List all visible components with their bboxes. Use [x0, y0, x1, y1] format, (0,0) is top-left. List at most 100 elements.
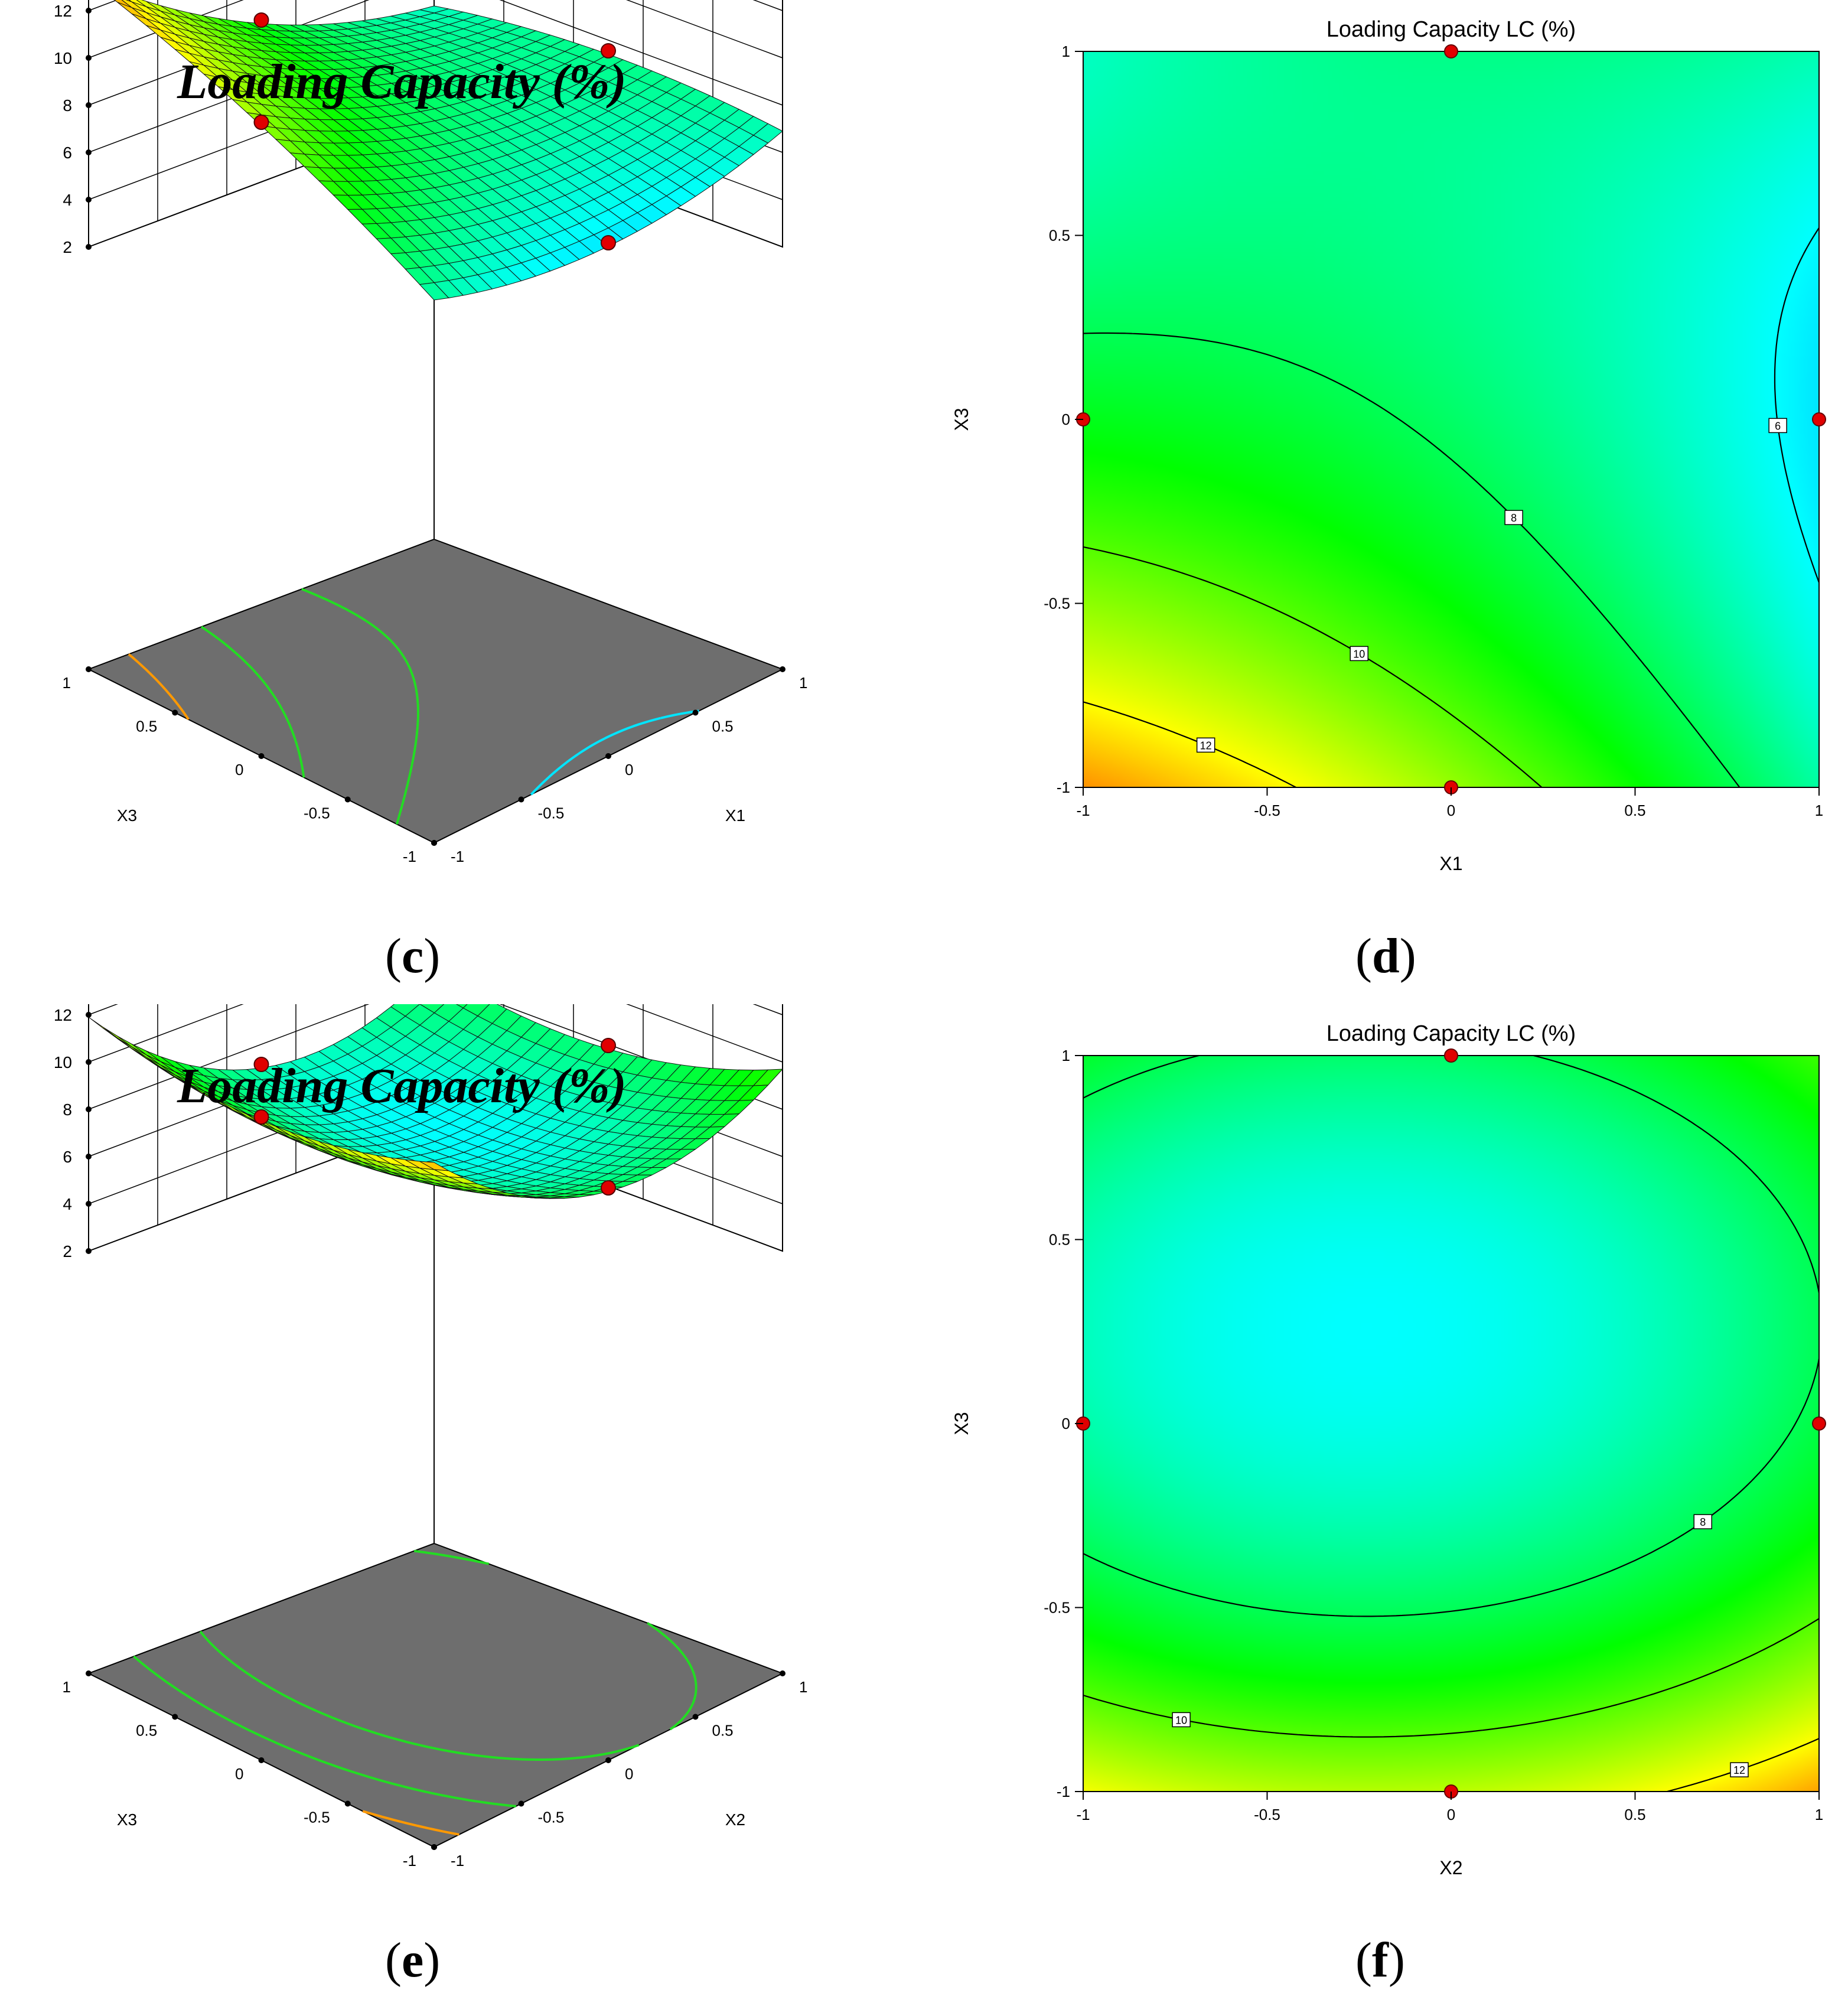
z-tick-dot: [86, 55, 92, 61]
svg-text:12: 12: [1733, 1764, 1745, 1776]
y-tick-label: -1: [1057, 1783, 1070, 1800]
x-tick-label: -1: [1076, 1806, 1090, 1823]
left-tick-label: 0: [235, 761, 243, 779]
x-tick-label: 0: [1447, 802, 1455, 819]
left-axis-title: X3: [117, 1810, 137, 1829]
left-tick-label: -0.5: [304, 1809, 330, 1826]
design-point-0: [601, 1038, 616, 1053]
right-tick-dot: [692, 1714, 699, 1720]
svg-text:10: 10: [1353, 648, 1365, 660]
left-tick-dot: [258, 753, 265, 759]
contour-label-6: 6: [1768, 418, 1787, 434]
left-tick-dot: [86, 666, 92, 672]
z-tick-dot: [86, 1154, 92, 1160]
z-tick-dot: [86, 8, 92, 14]
design-point-3: [253, 1109, 269, 1125]
panel-label-c: (c): [385, 929, 441, 983]
contour-title: Loading Capacity LC (%): [1326, 1021, 1576, 1046]
y-axis-title: X3: [951, 408, 972, 431]
right-tick-label: 0: [625, 1765, 633, 1783]
right-tick-dot: [692, 709, 699, 716]
right-tick-label: 0.5: [712, 1722, 734, 1740]
panel-e: Loading Capacity (%) 1816141210864210.50…: [0, 1004, 886, 2016]
y-tick-label: 0: [1062, 411, 1070, 428]
contour-line-10: [1083, 1618, 1820, 1738]
contour-label-8: 8: [1693, 1514, 1713, 1529]
y-tick-label: 0.5: [1049, 227, 1070, 245]
design-point-2: [1812, 1416, 1826, 1431]
design-point-2: [601, 1180, 616, 1196]
contour-label-8: 8: [1504, 510, 1523, 525]
right-tick-label: -1: [451, 1852, 464, 1870]
panel-f: Loading Capacity LC (%) 8 10 12 -1 -1 -0.5 -0.5…: [921, 1004, 1835, 2016]
left-tick-label: -1: [403, 848, 416, 865]
floor-contour-6: [530, 709, 699, 796]
svg-text:12: 12: [1200, 740, 1212, 751]
right-tick-label: 0.5: [712, 718, 734, 735]
z-tick-label: 4: [63, 191, 72, 209]
right-tick-dot: [431, 840, 437, 846]
z-tick-label: 10: [54, 49, 72, 67]
y-tick-label: -1: [1057, 779, 1070, 796]
right-tick-label: -1: [451, 848, 464, 865]
svg-text:10: 10: [1175, 1714, 1187, 1726]
svg-text:8: 8: [1700, 1516, 1706, 1528]
floor-plane: [87, 538, 784, 844]
right-tick-dot: [605, 753, 611, 759]
panel-label-f: (f): [1355, 1933, 1405, 1988]
z-tick-label: 6: [63, 1148, 72, 1166]
floor-contour-10: [133, 1655, 516, 1807]
wall-gridline: [88, 1004, 783, 1063]
y-tick-label: -0.5: [1044, 1599, 1070, 1617]
z-tick-dot: [86, 1201, 92, 1207]
contour-label-12: 12: [1730, 1762, 1749, 1777]
design-point-2: [1812, 412, 1826, 426]
right-tick-label: -0.5: [538, 805, 565, 822]
x-tick-label: -1: [1076, 802, 1090, 819]
surface-cell: [419, 1161, 449, 1171]
design-point-1: [253, 12, 269, 28]
contour-label-12: 12: [1196, 737, 1215, 753]
right-tick-dot: [518, 1800, 524, 1807]
left-tick-label: -1: [403, 1852, 416, 1870]
right-tick-dot: [431, 1844, 437, 1850]
z-tick-label: 6: [63, 144, 72, 162]
x-tick-label: 0.5: [1624, 802, 1645, 819]
y-tick-label: 1: [1062, 43, 1070, 60]
z-tick-dot: [86, 197, 92, 203]
right-tick-label: -0.5: [538, 1809, 565, 1826]
left-tick-label: 0: [235, 1765, 243, 1783]
design-point-0: [1444, 1048, 1458, 1063]
contour-line-12: [1083, 701, 1296, 788]
x-tick-label: -0.5: [1254, 802, 1280, 819]
z-tick-label: 8: [63, 1100, 72, 1119]
contour-title: Loading Capacity LC (%): [1326, 17, 1576, 42]
floor-plane: [87, 1542, 784, 1848]
z-tick-dot: [86, 102, 92, 108]
left-tick-label: 0.5: [136, 1722, 157, 1740]
z-tick-label: 2: [63, 238, 72, 256]
floor-contour-10: [200, 626, 305, 778]
contour-label-10: 10: [1172, 1712, 1191, 1728]
panel-d: Loading Capacity LC (%) 6 8 10 12 -1 -1 -0.5 -0.…: [921, 0, 1835, 1004]
design-point-2: [601, 235, 616, 250]
floor-contour-8: [199, 1549, 698, 1761]
left-axis-title: X3: [117, 806, 137, 825]
left-tick-dot: [172, 1714, 178, 1720]
right-tick-dot: [605, 1757, 611, 1763]
left-tick-dot: [258, 1757, 265, 1763]
z-tick-dot: [86, 1012, 92, 1018]
y-tick-label: 0.5: [1049, 1231, 1070, 1249]
design-point-1: [253, 1057, 269, 1072]
right-tick-label: 1: [799, 1678, 807, 1696]
right-axis-title: X1: [725, 806, 745, 825]
x-tick-label: 1: [1815, 802, 1823, 819]
z-tick-dot: [86, 1059, 92, 1065]
x-tick-label: 1: [1815, 1806, 1823, 1823]
y-tick-label: -0.5: [1044, 595, 1070, 613]
y-tick-label: 0: [1062, 1415, 1070, 1432]
z-tick-label: 8: [63, 96, 72, 115]
z-tick-label: 12: [54, 1006, 72, 1024]
x-tick-label: 0.5: [1624, 1806, 1645, 1823]
